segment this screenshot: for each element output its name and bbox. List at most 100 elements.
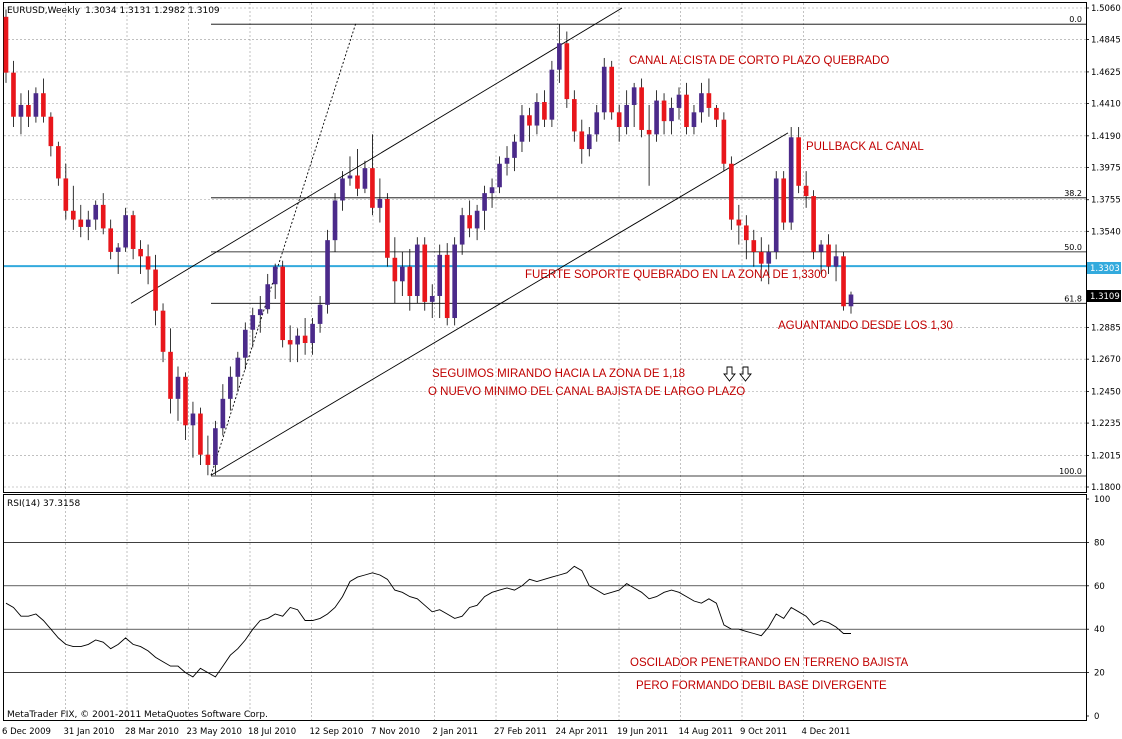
candle-bearish <box>280 266 285 341</box>
price-tick-label: 1.4190 <box>1091 132 1121 142</box>
chart-header: EURUSD,Weekly 1.3034 1.3131 1.2982 1.3109 <box>7 6 220 16</box>
candle-bearish <box>781 178 787 223</box>
candle-bearish <box>56 146 61 179</box>
price-tick-label: 1.2450 <box>1091 387 1121 397</box>
date-tick-label: 6 Dec 2009 <box>2 727 51 737</box>
price-tick-label: 1.3540 <box>1091 227 1121 237</box>
candle-bullish <box>115 247 121 252</box>
date-tick-label: 31 Jan 2010 <box>64 727 115 737</box>
candle-bullish <box>85 219 91 227</box>
candle-bearish <box>646 129 652 135</box>
candle-bearish <box>198 413 203 455</box>
candle-bearish <box>183 376 188 426</box>
candle-bullish <box>175 376 181 399</box>
candle-bearish <box>826 244 831 267</box>
grid-lines <box>4 3 1086 720</box>
candle-bearish <box>444 254 450 319</box>
candle-bullish <box>497 163 502 188</box>
candle-bearish <box>758 251 764 264</box>
candle-bullish <box>414 244 420 296</box>
candle-bearish <box>564 43 570 100</box>
candle-bullish <box>459 215 465 245</box>
candle-bearish <box>145 256 151 270</box>
candle-bullish <box>213 428 218 465</box>
candle-bullish <box>586 134 592 150</box>
candle-bullish <box>766 251 772 264</box>
price-tick-label: 1.2235 <box>1091 419 1121 429</box>
axes: 6 Dec 2009 31 Jan 2010 28 Mar 2010 23 May 2… <box>2 4 1121 737</box>
date-tick-label: 27 Feb 2011 <box>494 727 547 737</box>
annotation-support: FUERTE SOPORTE QUEBRADO EN LA ZONA DE 1,… <box>525 269 827 281</box>
candle-bullish <box>340 178 345 201</box>
fib-level-label: 50.0 <box>1064 243 1082 252</box>
candle-bullish <box>317 304 323 324</box>
channel-lower-line <box>210 132 789 476</box>
candle-bearish <box>639 87 644 130</box>
candle-bullish <box>400 266 405 282</box>
candle-bearish <box>153 269 158 311</box>
candle-bullish <box>250 315 256 330</box>
candle-bullish <box>534 102 540 126</box>
candle-bullish <box>362 168 368 189</box>
price-tick-label: 1.3975 <box>1091 163 1121 173</box>
price-panel-frame <box>3 2 1087 493</box>
fibonacci-levels: 0.0 38.2 50.0 61.8 100.0 <box>211 15 1086 477</box>
candle-bullish <box>818 244 824 252</box>
date-tick-label: 12 Sep 2010 <box>310 727 364 737</box>
candle-bearish <box>572 99 577 132</box>
candle-bearish <box>579 131 585 150</box>
price-tick-label: 1.4845 <box>1091 36 1121 46</box>
candle-bullish <box>347 175 353 179</box>
rsi-panel-frame <box>3 494 1087 721</box>
candle-bearish <box>26 104 31 117</box>
candle-bearish <box>138 248 143 257</box>
price-tick-label: 1.3755 <box>1091 196 1121 206</box>
annotation-channel: CANAL ALCISTA DE CORTO PLAZO QUEBRADO <box>629 55 889 67</box>
candle-bearish <box>3 16 9 73</box>
rsi-tick-label: 0 <box>1094 712 1099 722</box>
candle-bullish <box>437 254 443 296</box>
candle-bearish <box>714 107 719 120</box>
date-tick-label: 14 Aug 2011 <box>679 727 733 737</box>
candle-bullish <box>773 178 779 252</box>
svg-text:1.3303: 1.3303 <box>1090 264 1120 274</box>
price-tick-label: 1.4625 <box>1091 68 1121 78</box>
candle-bullish <box>482 193 487 211</box>
candle-bullish <box>377 199 383 208</box>
date-tick-label: 24 Apr 2011 <box>556 727 609 737</box>
candle-bullish <box>594 112 600 135</box>
date-tick-label: 9 Oct 2011 <box>740 727 787 737</box>
annotation-holding: AGUANTANDO DESDE LOS 1,30 <box>778 320 953 332</box>
rsi-indicator <box>5 565 851 678</box>
candle-bearish <box>78 219 84 227</box>
candle-bullish <box>833 256 839 267</box>
candle-bearish <box>48 116 54 147</box>
candle-bullish <box>452 244 457 319</box>
candle-bullish <box>474 210 480 229</box>
fib-level-label: 0.0 <box>1069 15 1082 24</box>
candle-bullish <box>228 376 233 399</box>
current-price-badge: 1.3109 <box>1087 290 1121 302</box>
candle-bearish <box>11 72 16 117</box>
candle-bearish <box>803 185 809 197</box>
candle-bearish <box>422 244 428 302</box>
candle-bearish <box>355 175 360 189</box>
rsi-line <box>5 565 851 678</box>
candle-bearish <box>616 112 622 128</box>
support-price-badge: 1.3303 <box>1087 262 1121 274</box>
candle-bullish <box>310 323 315 344</box>
rsi-tick-label: 20 <box>1094 669 1105 679</box>
candle-bullish <box>242 329 248 358</box>
candle-bearish <box>41 93 46 117</box>
candle-bearish <box>811 196 816 252</box>
candle-bullish <box>557 43 562 70</box>
rsi-tick-label: 60 <box>1094 582 1105 592</box>
price-tick-label: 1.1800 <box>1091 483 1121 493</box>
candle-bullish <box>519 115 525 142</box>
candle-bearish <box>736 219 742 226</box>
candle-bullish <box>93 204 99 220</box>
candle-bearish <box>751 240 757 252</box>
price-tick-label: 1.4410 <box>1091 100 1121 110</box>
candle-bullish <box>295 335 300 345</box>
candle-bearish <box>729 163 734 220</box>
